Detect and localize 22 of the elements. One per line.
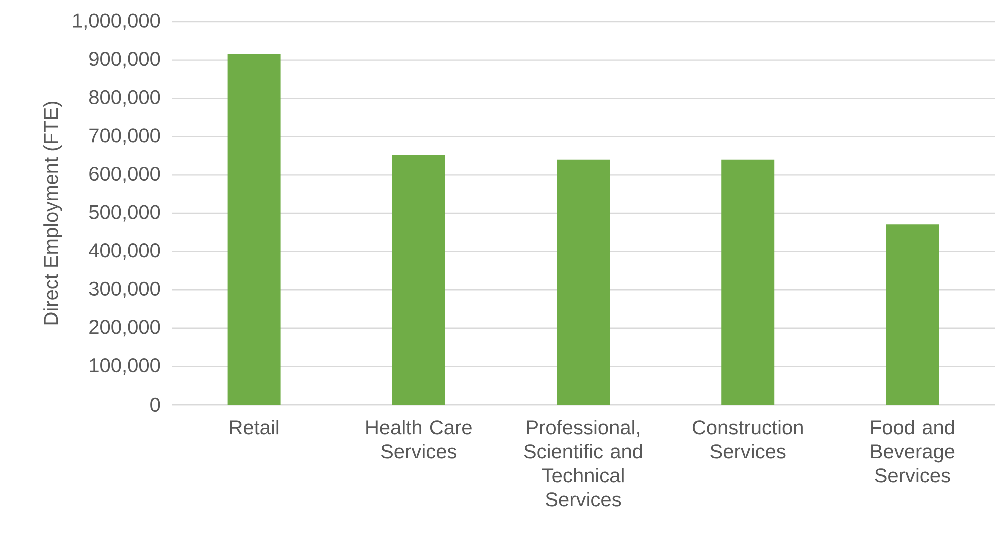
y-tick-label: 200,000 [90,320,160,337]
x-tick-label: Health Care Services [366,420,472,459]
y-tick-label: 800,000 [90,90,160,107]
y-tick-label: 300,000 [89,282,160,298]
y-tick-label: 500,000 [89,205,160,222]
y-axis-title: Direct Employment (FTE) [44,102,62,325]
bar [557,160,610,406]
y-tick-label: 600,000 [90,166,160,184]
bar [228,54,281,406]
x-tick-label: Food and Beverage Services [872,420,955,483]
y-tick-label: 1,000,000 [74,14,160,30]
y-tick-label: 0 [150,398,160,412]
x-tick-label: Retail [230,420,279,435]
y-tick-label: 100,000 [90,358,160,375]
bar [392,155,446,406]
y-tick-label: 900,000 [90,52,160,69]
bar [886,224,940,406]
bar [722,160,775,406]
x-tick-label: Professional, Scientific and Technical Services [524,420,642,507]
y-tick-label: 700,000 [90,128,160,146]
y-tick-label: 400,000 [89,244,160,260]
x-tick-label: Construction Services [692,420,803,459]
